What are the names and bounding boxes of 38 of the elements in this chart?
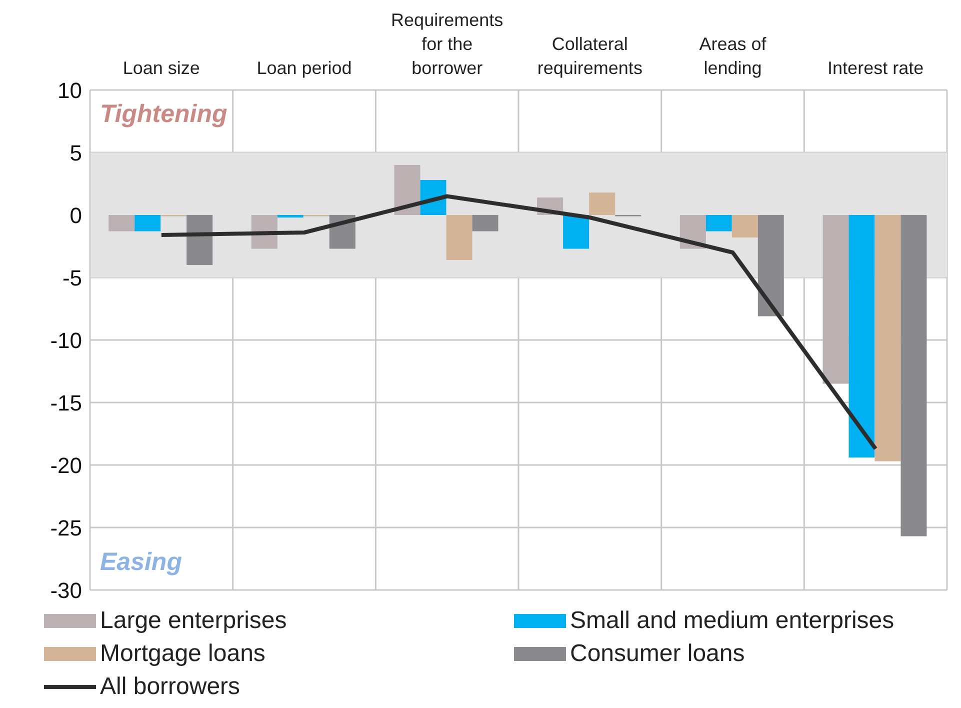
y-tick-label: -15 [50,390,82,416]
y-tick-label: -10 [50,328,82,353]
bar [472,215,498,232]
bar [108,215,135,232]
y-tick-label: -20 [50,452,82,478]
x-tick-label: Interest rate [828,58,924,78]
bar [563,215,590,249]
x-tick-label: Requirements for the borrower [391,10,504,78]
legend-label: Small and medium enterprises [570,606,894,636]
bar [446,215,472,260]
bar [186,215,213,265]
annotation: Easing [100,548,182,577]
bar [874,215,901,462]
bar [394,165,420,215]
bar [848,215,875,458]
legend-label: Mortgage loans [100,639,266,669]
line-series [159,194,878,451]
bar [732,215,758,238]
y-tick-label: -30 [50,578,82,603]
x-tick-label: Loan size [122,58,200,78]
y-tick-label: 0 [70,202,82,228]
y-tick-label: -5 [62,265,82,290]
annotation: Tightening [100,100,228,129]
bar [134,215,161,232]
x-tick-label: Collateral requirements [537,34,642,78]
bar [822,215,849,384]
bar [758,215,784,316]
x-tick-label: Loan period [256,58,352,78]
legend-label: All borrowers [100,672,240,702]
x-tick-label: Areas of lending [699,34,768,78]
bar [900,215,927,536]
legend-label: Consumer loans [570,639,745,669]
bar [589,192,616,215]
y-tick-label: 5 [70,140,82,166]
y-tick-label: -25 [50,515,82,540]
legend-label: Large enterprises [100,606,287,636]
bar [706,215,732,232]
y-tick-label: 10 [58,78,82,103]
